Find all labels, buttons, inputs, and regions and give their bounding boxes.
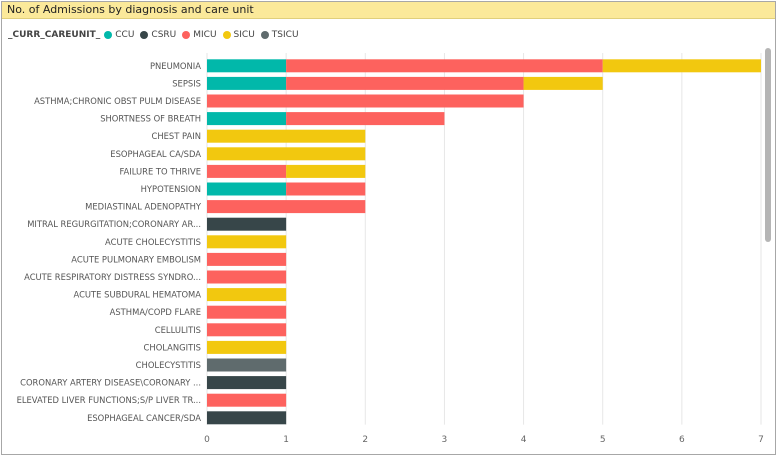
bar-micu (207, 200, 366, 214)
x-tick-label: 0 (204, 435, 210, 445)
category-label: SEPSIS (172, 78, 201, 88)
bar-sicu (207, 147, 366, 161)
x-tick-label: 6 (679, 435, 685, 445)
category-label: MITRAL REGURGITATION;CORONARY AR... (27, 219, 201, 229)
bar-micu (286, 76, 524, 90)
bar-csru (207, 217, 287, 231)
bar-micu (286, 112, 445, 126)
legend: _CURR_CAREUNIT_ CCU CSRU MICU SICU TSICU (8, 28, 305, 42)
legend-item-ccu[interactable]: CCU (104, 30, 134, 40)
bar-ccu (207, 76, 287, 90)
category-label: CORONARY ARTERY DISEASE\CORONARY ... (20, 378, 201, 388)
bar-micu (207, 305, 287, 319)
bar-ccu (207, 182, 287, 196)
category-label: ACUTE SUBDURAL HEMATOMA (74, 290, 202, 300)
category-label: ESOPHAGEAL CA/SDA (110, 149, 201, 159)
bar-tsicu (207, 358, 287, 372)
bar-csru (207, 411, 287, 425)
x-tick-label: 5 (600, 435, 606, 445)
category-label: CELLULITIS (155, 325, 201, 335)
legend-dot-ccu (104, 31, 113, 39)
bar-sicu (286, 164, 366, 178)
legend-item-tsicu[interactable]: TSICU (260, 30, 299, 40)
category-label: CHOLECYSTITIS (136, 360, 201, 370)
legend-item-micu[interactable]: MICU (182, 30, 217, 40)
legend-label-ccu: CCU (115, 30, 135, 40)
legend-dot-sicu (222, 31, 231, 39)
legend-label-sicu: SICU (233, 30, 255, 40)
category-label: ESOPHAGEAL CANCER/SDA (87, 413, 201, 423)
category-label: MEDIASTINAL ADENOPATHY (85, 202, 202, 212)
bar-ccu (207, 59, 287, 73)
category-label: ELEVATED LIVER FUNCTIONS;S/P LIVER TR... (17, 395, 201, 405)
category-label: ASTHMA/COPD FLARE (110, 307, 201, 317)
x-tick-label: 2 (362, 435, 368, 445)
bar-sicu (207, 235, 287, 249)
title-bar: No. of Admissions by diagnosis and care … (2, 2, 775, 19)
category-label: PNEUMONIA (150, 61, 201, 71)
category-label: CHEST PAIN (151, 131, 201, 141)
legend-label-micu: MICU (193, 30, 217, 40)
legend-dot-csru (140, 31, 149, 39)
category-label: ACUTE CHOLECYSTITIS (105, 237, 201, 247)
bar-micu (207, 164, 287, 178)
bar-csru (207, 376, 287, 390)
category-label: ACUTE PULMONARY EMBOLISM (71, 254, 201, 264)
bar-sicu (602, 59, 761, 73)
bar-sicu (523, 76, 603, 90)
x-tick-label: 3 (442, 435, 448, 445)
bar-micu (207, 94, 524, 108)
category-label: ACUTE RESPIRATORY DISTRESS SYNDRO... (24, 272, 201, 282)
legend-dot-micu (182, 31, 191, 39)
bar-micu (207, 323, 287, 337)
category-label: FAILURE TO THRIVE (120, 166, 202, 176)
category-label: ASTHMA;CHRONIC OBST PULM DISEASE (34, 96, 201, 106)
bar-micu (207, 393, 287, 407)
legend-item-csru[interactable]: CSRU (140, 30, 176, 40)
vertical-scrollbar[interactable] (765, 48, 771, 242)
x-tick-label: 7 (758, 435, 764, 445)
category-label: SHORTNESS OF BREATH (100, 114, 201, 124)
x-tick-label: 1 (283, 435, 289, 445)
bar-micu (207, 252, 287, 266)
legend-title: _CURR_CAREUNIT_ (8, 30, 101, 40)
x-tick-label: 4 (521, 435, 527, 445)
bar-micu (286, 182, 366, 196)
bar-plot: 0 1 2 3 4 5 6 7 PNEUMONIA SEPSIS ASTHMA;CHRONIC OB… (17, 53, 764, 445)
bar-micu (207, 270, 287, 284)
bar-ccu (207, 112, 287, 126)
bar-micu (286, 59, 603, 73)
legend-dot-tsicu (260, 31, 269, 39)
legend-label-csru: CSRU (151, 30, 177, 40)
category-label: HYPOTENSION (141, 184, 201, 194)
legend-item-sicu[interactable]: SICU (222, 30, 255, 40)
chart-title: No. of Admissions by diagnosis and care … (7, 3, 254, 16)
category-label: CHOLANGITIS (144, 342, 201, 352)
legend-label-tsicu: TSICU (271, 30, 299, 40)
bar-sicu (207, 288, 287, 302)
bar-sicu (207, 340, 287, 354)
bar-sicu (207, 129, 366, 143)
